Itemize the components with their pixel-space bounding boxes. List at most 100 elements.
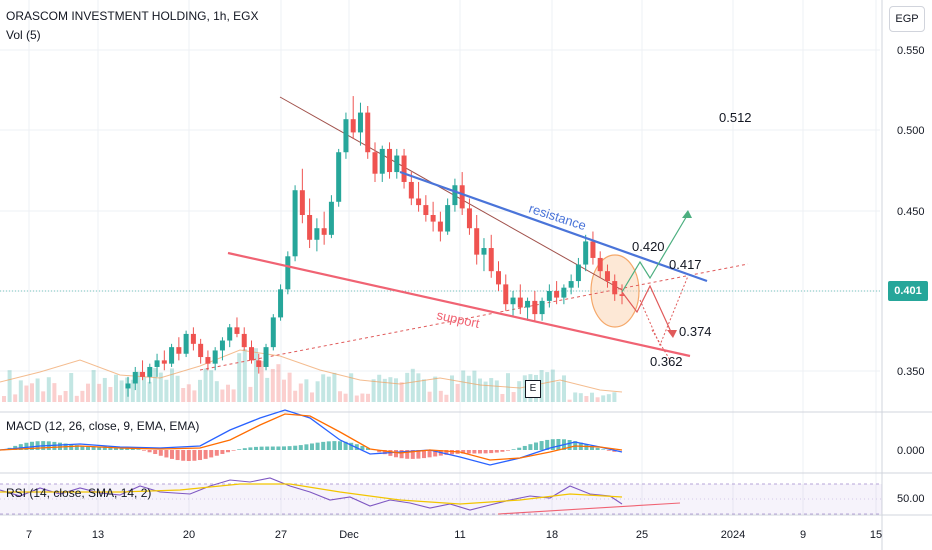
macd-hist-bar [304, 444, 309, 450]
macd-hist-bar [483, 450, 488, 454]
price-axis[interactable]: 0.550 0.500 0.450 0.350 0.000 50.00 [897, 45, 925, 505]
candle-body [328, 201, 334, 235]
volume-bar [142, 377, 146, 402]
candle-body [132, 371, 138, 384]
candle-body [408, 181, 414, 199]
volume-bar [298, 383, 303, 402]
candle-body [583, 241, 589, 265]
macd-legend[interactable]: MACD (12, 26, close, 9, EMA, EMA) [6, 419, 200, 433]
macd-hist-bar [130, 448, 135, 450]
macd-hist-bar [601, 449, 606, 450]
macd-hist-bar [293, 445, 298, 450]
volume-bar [478, 378, 482, 402]
candle-body [278, 289, 284, 318]
volume-bar [315, 381, 320, 402]
candle-body [437, 221, 443, 232]
candle-body [314, 228, 320, 240]
macd-hist-bar [416, 450, 421, 459]
candle-body [416, 198, 422, 206]
volume-legend[interactable]: Vol (5) [6, 28, 41, 42]
candle-body [474, 228, 480, 255]
candle-body [597, 257, 603, 272]
macd-hist-bar [102, 446, 107, 450]
candle-body [125, 383, 131, 389]
currency-button[interactable]: EGP [889, 6, 925, 32]
macd-hist-bar [248, 447, 253, 450]
macd-hist-bar [186, 450, 191, 461]
macd-hist-bar [214, 450, 219, 456]
volume-bar [24, 385, 29, 402]
macd-hist-bar [433, 450, 438, 457]
macd-hist-bar [489, 450, 494, 454]
volume-bar [41, 391, 46, 402]
channel-upper-line [279, 96, 623, 291]
macd-hist-bar [298, 445, 303, 450]
volume-bar [80, 390, 85, 402]
candle-body [554, 290, 560, 298]
macd-hist-bar [545, 439, 550, 450]
volume-bar [304, 379, 309, 402]
candle-body [423, 205, 429, 215]
time-axis[interactable]: 7 13 20 27 Dec 11 18 25 2024 9 15 [26, 529, 882, 541]
volume-bar [550, 369, 555, 402]
volume-bar [438, 390, 443, 402]
volume-bar [584, 396, 589, 402]
candle-body [379, 148, 385, 174]
volume-bar [125, 377, 130, 402]
symbol-title[interactable]: ORASCOM INVESTMENT HOLDING, 1h, EGX [6, 9, 259, 23]
macd-hist-bar [522, 445, 527, 450]
earnings-marker[interactable]: E [525, 380, 541, 398]
candle-body [219, 340, 225, 351]
candle-body [445, 205, 451, 232]
volume-bar [545, 372, 550, 402]
macd-hist-bar [590, 446, 594, 450]
macd-hist-bar [69, 444, 74, 450]
macd-hist-bar [237, 449, 242, 450]
candle-body [161, 360, 167, 364]
volume-bar [562, 375, 566, 402]
candle-body [169, 347, 175, 364]
volume-bar [242, 349, 247, 402]
time-tick: 13 [92, 529, 104, 541]
time-tick: Dec [339, 529, 359, 541]
macd-hist-bar [338, 441, 342, 450]
macd-hist-bar [606, 450, 611, 451]
macd-hist-bar [377, 450, 382, 453]
volume-bar [427, 391, 432, 402]
candle-body [343, 119, 349, 153]
time-tick: 20 [183, 529, 195, 541]
current-price-tag: 0.401 [888, 281, 928, 301]
alt-projection-dotted [639, 275, 689, 347]
candle-body [212, 350, 218, 364]
macd-hist-bar [86, 446, 90, 450]
volume-bar [91, 370, 96, 402]
price-tick: 0.500 [897, 125, 925, 137]
volume-bar [310, 392, 314, 402]
candle-body [249, 347, 254, 361]
macd-hist-bar [494, 450, 499, 453]
macd-hist-bar [399, 450, 404, 459]
candle-body [190, 333, 196, 344]
rsi-legend[interactable]: RSI (14, close, SMA, 14, 2) [6, 486, 152, 500]
volume-bar [181, 388, 186, 402]
macd-hist-bar [427, 450, 432, 458]
volume-bar [455, 383, 460, 402]
price-tick: 0.450 [897, 206, 925, 218]
volume-bar [214, 381, 219, 402]
macd-hist-bar [192, 450, 197, 461]
signal-line [0, 413, 623, 461]
support-line [227, 251, 691, 358]
macd-hist-bar [321, 441, 326, 450]
candle-body [147, 366, 153, 377]
volume-bar [209, 370, 214, 402]
macd-hist-bar [517, 447, 522, 450]
volume-bar [18, 380, 23, 402]
macd-hist-bar [332, 441, 337, 450]
candle-body [263, 347, 269, 367]
candle-body [517, 297, 523, 308]
volume-bars [2, 348, 617, 402]
volume-bar [338, 391, 342, 402]
macd-hist-bar [539, 441, 544, 450]
volume-bar [332, 372, 337, 402]
